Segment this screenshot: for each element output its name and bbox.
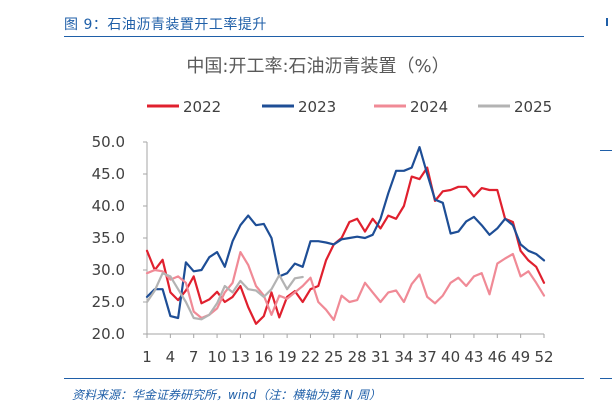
legend-label-2023: 2023 [298,98,336,116]
source-note: 资料来源：华金证券研究所，wind（注：横轴为第 N 周） [72,388,381,402]
x-tick-label: 46 [488,348,507,366]
y-tick-label: 30.0 [92,261,125,279]
legend-label-2024: 2024 [410,98,448,116]
x-tick-label: 49 [511,348,530,366]
x-tick-label: 28 [348,348,367,366]
series-line-2022 [145,166,546,325]
figure-caption: 图 9：石油沥青装置开工率提升 [64,17,267,33]
chart-title: 中国:开工率:石油沥青装置（%） [186,56,449,77]
x-tick-label: 40 [441,348,460,366]
y-tick-label: 40.0 [92,197,125,215]
x-tick-label: 31 [371,348,390,366]
x-tick-label: 16 [254,348,273,366]
x-tick-label: 7 [189,348,199,366]
legend-label-2025: 2025 [514,98,552,116]
chart-series [145,146,546,325]
right-edge-mark-mid [600,150,612,151]
y-tick-label: 50.0 [92,133,125,151]
y-tick-label: 35.0 [92,229,125,247]
chart-legend: 2022 2023 2024 2025 [147,98,552,116]
x-tick-label: 10 [208,348,227,366]
x-tick-label: 52 [534,348,553,366]
series-line-2024 [145,251,546,321]
x-tick-label: 4 [166,348,176,366]
series-line-2025 [145,272,304,321]
series-line-2023 [145,146,546,320]
x-tick-label: 25 [324,348,343,366]
x-tick-label: 19 [278,348,297,366]
y-tick-label: 25.0 [92,293,125,311]
right-edge-mark-bottom [600,378,612,379]
source-rule [64,378,584,379]
y-tick-label: 45.0 [92,165,125,183]
x-tick-label: 13 [231,348,250,366]
x-tick-label: 1 [142,348,152,366]
right-edge-mark-top [606,18,608,26]
caption-rule [64,36,584,37]
x-tick-label: 22 [301,348,320,366]
y-tick-label: 20.0 [92,325,125,343]
x-tick-label: 43 [464,348,483,366]
x-tick-label: 34 [394,348,413,366]
x-tick-label: 37 [418,348,437,366]
legend-label-2022: 2022 [183,98,221,116]
chart-axes: 50.045.040.035.030.025.020.01 4 7 10 13 16 19 2… [92,133,554,366]
